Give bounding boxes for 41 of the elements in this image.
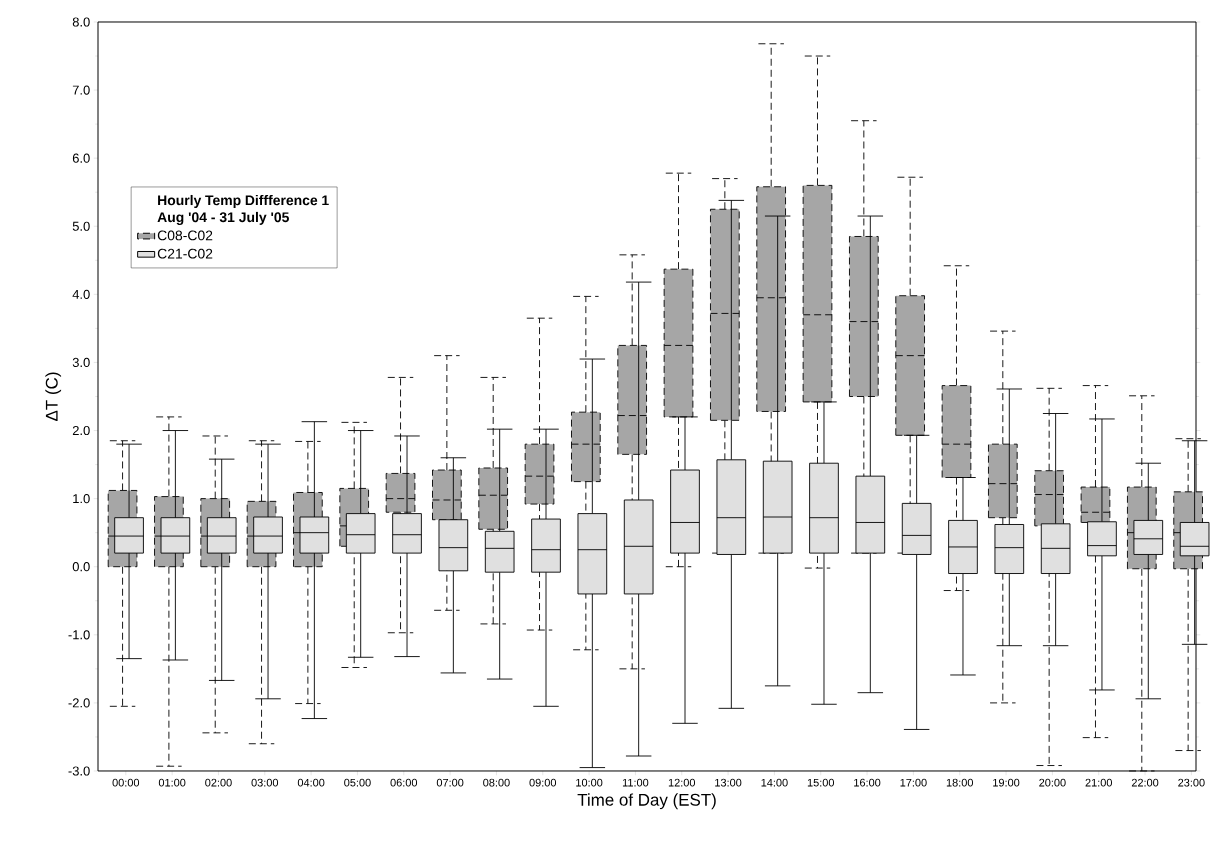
- y-tick-label: 8.0: [72, 17, 90, 27]
- x-tick-label: 16:00: [854, 778, 881, 787]
- y-tick-label: 5.0: [72, 221, 90, 231]
- x-tick-label: 02:00: [205, 778, 232, 787]
- y-tick-label: -2.0: [68, 698, 90, 708]
- y-tick-label: 3.0: [72, 357, 90, 368]
- y-tick-label: -3.0: [68, 766, 90, 776]
- x-tick-label: 12:00: [668, 778, 696, 787]
- x-tick-label: 00:00: [112, 778, 140, 787]
- x-tick-label: 14:00: [761, 778, 788, 787]
- y-tick-label: 6.0: [72, 153, 90, 163]
- x-tick-label: 05:00: [344, 778, 371, 787]
- y-tick-label: 7.0: [72, 85, 90, 95]
- x-tick-label: 18:00: [946, 778, 973, 787]
- y-tick-label: 4.0: [72, 289, 90, 299]
- x-tick-label: 01:00: [158, 778, 186, 787]
- x-tick-label: 07:00: [436, 778, 464, 787]
- x-tick-label: 03:00: [251, 778, 279, 787]
- x-tick-label: 21:00: [1085, 778, 1112, 787]
- x-tick-label: 17:00: [900, 778, 927, 787]
- x-tick-label: 23:00: [1178, 778, 1205, 787]
- x-tick-label: 06:00: [390, 778, 418, 787]
- x-tick-label: 10:00: [576, 778, 603, 787]
- x-tick-label: 20:00: [1039, 778, 1066, 787]
- x-tick-label: 13:00: [715, 778, 742, 787]
- x-tick-label: 04:00: [297, 778, 325, 787]
- legend-label: C21-C02: [157, 248, 213, 259]
- x-tick-label: 22:00: [1131, 778, 1159, 787]
- x-tick-label: 11:00: [622, 778, 649, 787]
- x-tick-label: 09:00: [529, 778, 557, 787]
- legend-title: Hourly Temp Diffference 1 Aug '04 - 31 July '05: [157, 194, 329, 225]
- legend-label: C08-C02: [157, 230, 213, 241]
- y-tick-label: 0.0: [72, 562, 90, 572]
- x-tick-label: 19:00: [993, 778, 1020, 787]
- y-tick-label: 1.0: [73, 494, 90, 504]
- x-axis-title: Time of Day (EST): [577, 793, 716, 810]
- y-axis-title: ΔT (C): [45, 372, 62, 421]
- y-tick-label: 2.0: [72, 425, 90, 436]
- y-tick-label: -1.0: [68, 630, 90, 640]
- x-tick-label: 15:00: [807, 778, 835, 787]
- x-tick-label: 08:00: [483, 778, 510, 787]
